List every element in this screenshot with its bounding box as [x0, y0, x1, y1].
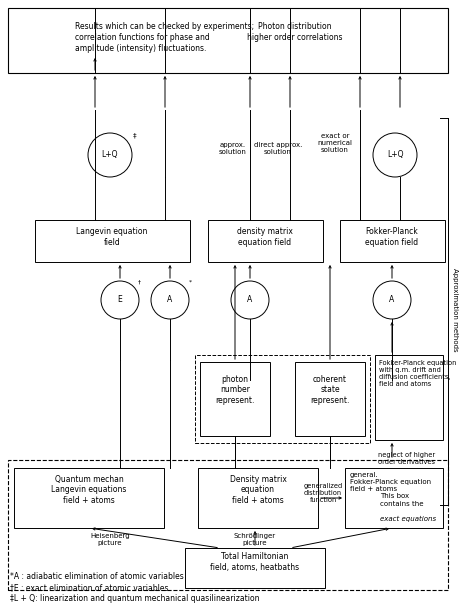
Bar	[375, 355, 443, 440]
Text: Schrödinger
picture: Schrödinger picture	[234, 533, 276, 546]
Bar	[8, 8, 448, 73]
Bar	[14, 468, 164, 528]
Text: correlation functions for phase and: correlation functions for phase and	[75, 33, 210, 42]
Text: A: A	[389, 295, 394, 304]
Text: †E : exact elimination of atomic variables: †E : exact elimination of atomic variabl…	[10, 583, 169, 592]
Text: photon
number
represent.: photon number represent.	[215, 375, 255, 405]
Text: exact or
numerical
solution: exact or numerical solution	[318, 133, 352, 153]
Text: direct approx.
solution: direct approx. solution	[254, 142, 302, 154]
Bar	[345, 468, 443, 528]
Text: *: *	[189, 280, 192, 285]
Text: A: A	[247, 295, 253, 304]
Bar	[195, 355, 370, 443]
Text: A: A	[168, 295, 173, 304]
Circle shape	[88, 133, 132, 177]
Text: Fokker-Planck
equation field: Fokker-Planck equation field	[365, 228, 419, 246]
Bar	[295, 362, 365, 436]
Text: generalized
distribution
function: generalized distribution function	[303, 483, 343, 503]
Bar	[208, 220, 323, 262]
Text: Quantum mechan
Langevin equations
field + atoms: Quantum mechan Langevin equations field …	[51, 475, 127, 505]
Text: density matrix
equation field: density matrix equation field	[237, 228, 293, 246]
Circle shape	[101, 281, 139, 319]
Text: neglect of higher
order derivatives: neglect of higher order derivatives	[378, 452, 435, 465]
Bar	[200, 362, 270, 436]
Bar	[340, 220, 445, 262]
Text: E: E	[118, 295, 122, 304]
Text: Approximation methods: Approximation methods	[452, 268, 458, 352]
Circle shape	[151, 281, 189, 319]
Text: Photon distribution: Photon distribution	[258, 22, 332, 31]
Text: L+Q: L+Q	[387, 151, 403, 159]
Circle shape	[231, 281, 269, 319]
Text: ‡: ‡	[133, 132, 137, 138]
Text: amplitude (intensity) fluctuations.: amplitude (intensity) fluctuations.	[75, 44, 206, 53]
Text: general.
Fokker-Planck equation
field + atoms: general. Fokker-Planck equation field + …	[350, 472, 431, 492]
Text: Fokker-Planck equation
with q.m. drift and
diffusion coefficients,
field and ato: Fokker-Planck equation with q.m. drift a…	[379, 360, 457, 387]
Circle shape	[373, 133, 417, 177]
Bar	[198, 468, 318, 528]
Text: †: †	[138, 280, 141, 285]
Text: Total Hamiltonian
field, atoms, heatbaths: Total Hamiltonian field, atoms, heatbath…	[211, 552, 300, 572]
Text: exact equations: exact equations	[380, 516, 436, 522]
Text: L+Q: L+Q	[102, 151, 118, 159]
Text: This box
contains the: This box contains the	[380, 493, 424, 506]
Text: Results which can be checked by experiments;: Results which can be checked by experime…	[75, 22, 254, 31]
Text: ‡L + Q: linearization and quantum mechanical quasilinearization: ‡L + Q: linearization and quantum mechan…	[10, 594, 259, 603]
Text: Heisenberg
picture: Heisenberg picture	[90, 533, 130, 546]
Bar	[8, 460, 448, 590]
Circle shape	[373, 281, 411, 319]
Bar	[35, 220, 190, 262]
Text: approx.
solution: approx. solution	[219, 142, 247, 154]
Text: Density matrix
equation
field + atoms: Density matrix equation field + atoms	[230, 475, 287, 505]
Text: coherent
state
represent.: coherent state represent.	[310, 375, 350, 405]
Text: *A : adiabatic elimination of atomic variables: *A : adiabatic elimination of atomic var…	[10, 572, 184, 581]
Text: Langevin equation
field: Langevin equation field	[76, 228, 148, 246]
Text: higher order correlations: higher order correlations	[247, 33, 343, 42]
Bar	[185, 548, 325, 588]
